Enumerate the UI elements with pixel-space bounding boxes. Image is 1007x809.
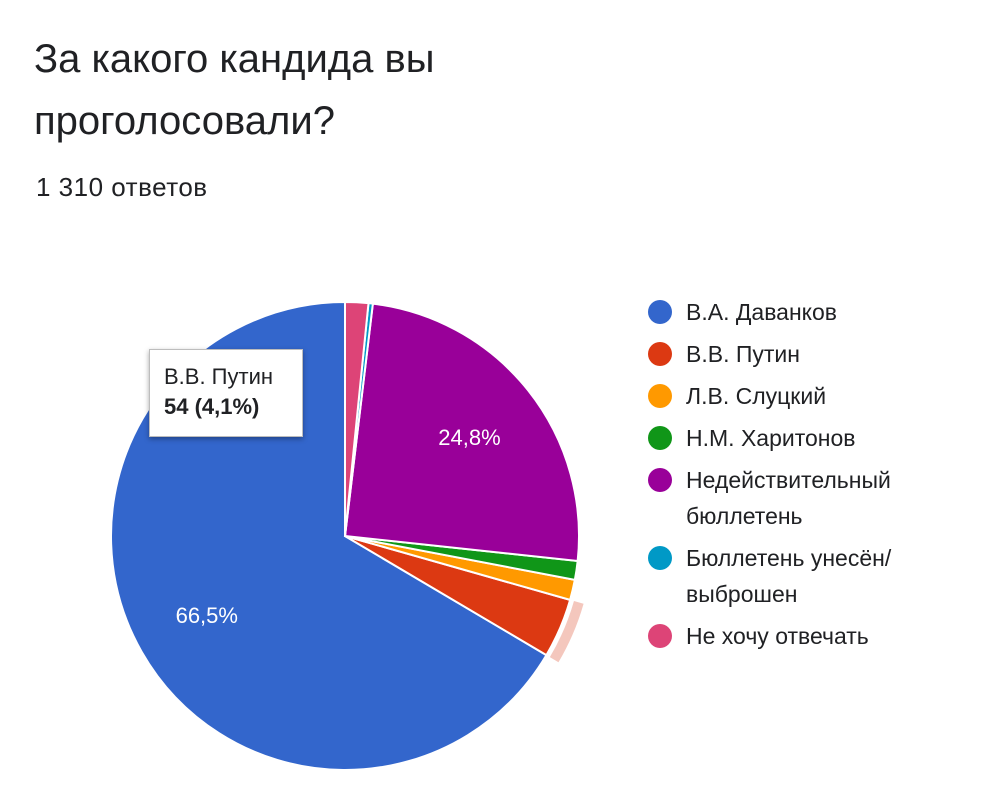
legend-swatch-0 [648,300,672,324]
legend-item-1[interactable]: В.В. Путин [648,336,968,372]
legend-swatch-4 [648,468,672,492]
pie-data-label-0: 66,5% [176,603,238,628]
legend-swatch-6 [648,624,672,648]
chart-title: За какого кандида вы проголосовали? [34,37,435,143]
pie-data-label-4: 24,8% [438,425,500,450]
legend-item-0[interactable]: В.А. Даванков [648,294,968,330]
legend-label-0: В.А. Даванков [686,299,838,325]
legend-label-2: Л.В. Слуцкий [686,383,827,409]
legend-swatch-3 [648,426,672,450]
legend-item-5[interactable]: Бюллетень унесён/ выброшен [648,540,968,612]
legend-swatch-5 [648,546,672,570]
pie-slice-6[interactable] [344,300,370,537]
legend-label-1: В.В. Путин [686,341,800,367]
legend-swatch-2 [648,384,672,408]
pie-slice-4[interactable] [343,302,580,563]
legend-swatch-1 [648,342,672,366]
legend-item-2[interactable]: Л.В. Слуцкий [648,378,968,414]
tooltip-value: 54 (4,1%) [164,394,260,419]
legend-label-6: Не хочу отвечать [686,623,869,649]
legend-label-5: Бюллетень унесён/ выброшен [686,545,892,607]
chart-legend: В.А. Даванков В.В. Путин Л.В. Слуцкий Н.М. … [648,294,968,660]
pie-slice-highlight [549,600,584,663]
tooltip-label: В.В. Путин [164,364,274,389]
legend-item-3[interactable]: Н.М. Харитонов [648,420,968,456]
legend-label-4: Недействительный бюллетень [686,467,891,529]
legend-label-3: Н.М. Харитонов [686,425,856,451]
slice-tooltip: В.В. Путин 54 (4,1%) [149,349,303,437]
response-count: 1 310 ответов [36,172,208,202]
legend-item-4[interactable]: Недействительный бюллетень [648,462,968,534]
legend-item-6[interactable]: Не хочу отвечать [648,618,968,654]
